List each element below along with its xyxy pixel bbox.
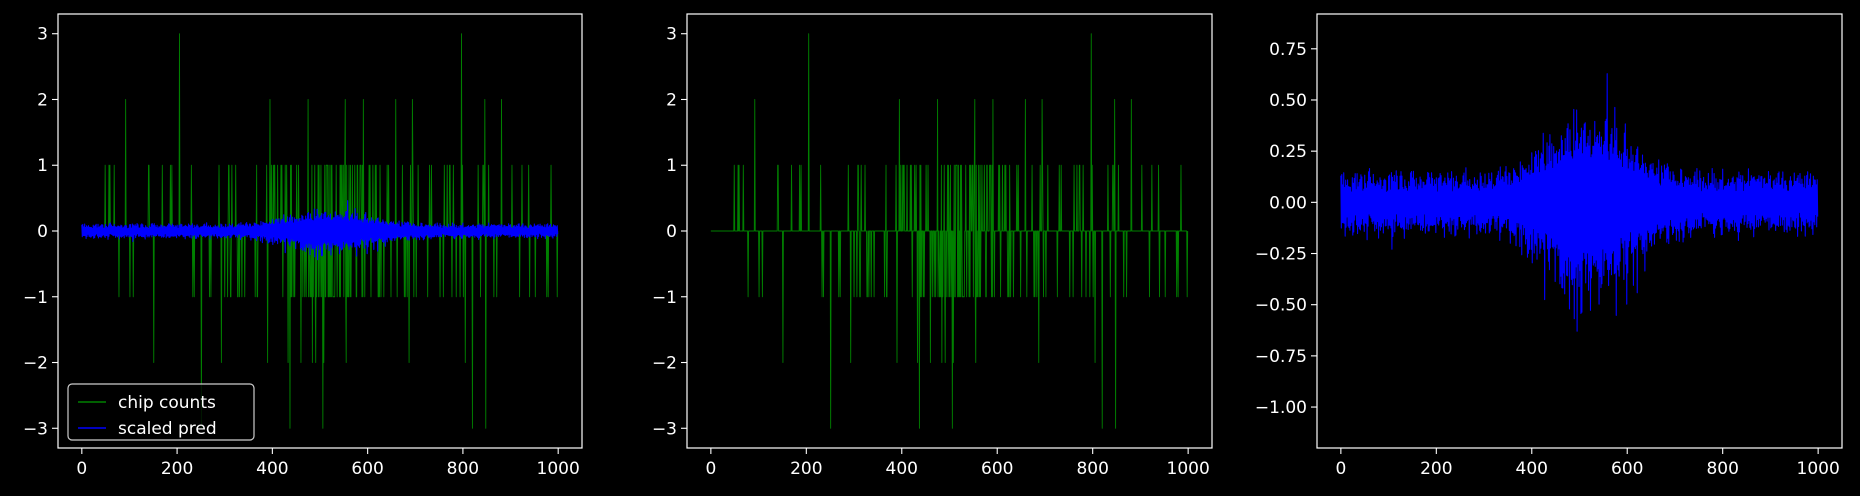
- y-tick-label: 1: [37, 156, 48, 176]
- x-tick-label: 200: [161, 459, 193, 479]
- x-tick-label: 800: [1706, 459, 1738, 479]
- legend-label: scaled pred: [118, 419, 217, 439]
- plot-area: [710, 33, 1189, 429]
- x-tick-label: 200: [790, 459, 822, 479]
- series-1-line: [710, 33, 1189, 429]
- y-tick-label: 0.75: [1269, 40, 1307, 60]
- axes-frame: [1316, 13, 1843, 449]
- x-tick-label: 0: [1335, 459, 1346, 479]
- y-tick-label: 3: [666, 25, 677, 45]
- chart-panel-3: 0 200 400 600 800 1000 −1.00 −0.75 −0.50 −0.25 0.0…: [1255, 13, 1843, 479]
- chart-panel-1: 0 200 400 600 800 1000 −3 −2 −1 0 1 2 3 chip counts sc…: [23, 13, 583, 479]
- y-tick-label: 1: [666, 156, 677, 176]
- y-tick-label: −0.75: [1255, 347, 1307, 367]
- x-tick-label: 600: [1611, 459, 1643, 479]
- y-tick-label: 2: [37, 90, 48, 110]
- plot-area: [1340, 73, 1819, 332]
- series-1-line: [1340, 73, 1819, 332]
- y-tick-label: 0: [666, 222, 677, 242]
- y-tick-label: −1: [23, 288, 48, 308]
- legend: chip counts scaled pred: [67, 383, 255, 441]
- x-tick-label: 1000: [537, 459, 580, 479]
- y-tick-label: 0.25: [1269, 142, 1307, 162]
- y-tick-label: 0: [37, 222, 48, 242]
- y-tick-label: −2: [652, 354, 677, 374]
- x-tick-label: 0: [705, 459, 716, 479]
- x-tick-label: 800: [1076, 459, 1108, 479]
- legend-label: chip counts: [118, 393, 216, 413]
- x-tick-label: 400: [886, 459, 918, 479]
- y-tick-label: −3: [23, 419, 48, 439]
- legend-box: [67, 383, 255, 441]
- scaled-pred-line: [81, 200, 559, 261]
- y-tick-label: 2: [666, 90, 677, 110]
- y-tick-label: −3: [652, 419, 677, 439]
- plot-area: [81, 33, 559, 429]
- y-tick-label: 0.00: [1269, 193, 1307, 213]
- x-tick-label: 0: [76, 459, 87, 479]
- x-tick-label: 200: [1420, 459, 1452, 479]
- x-tick-label: 400: [1516, 459, 1548, 479]
- chart-panel-2: 0 200 400 600 800 1000 −3 −2 −1 0 1 2 3: [652, 13, 1213, 479]
- y-tick-label: −0.50: [1255, 296, 1307, 316]
- x-tick-label: 600: [351, 459, 383, 479]
- y-tick-label: 0.50: [1269, 91, 1307, 111]
- x-tick-label: 600: [981, 459, 1013, 479]
- y-tick-label: −1: [652, 288, 677, 308]
- y-tick-label: 3: [37, 25, 48, 45]
- x-tick-label: 1000: [1797, 459, 1840, 479]
- x-tick-label: 400: [256, 459, 288, 479]
- y-tick-label: −1.00: [1255, 398, 1307, 418]
- y-tick-label: −2: [23, 354, 48, 374]
- x-tick-label: 800: [447, 459, 479, 479]
- y-tick-label: −0.25: [1255, 245, 1307, 265]
- x-tick-label: 1000: [1167, 459, 1210, 479]
